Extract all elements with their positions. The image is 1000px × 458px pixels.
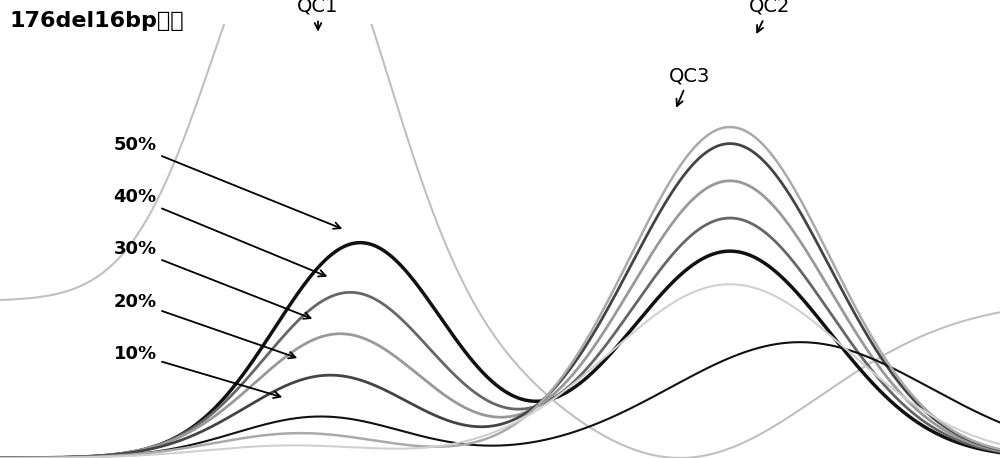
Text: QC3: QC3 bbox=[669, 66, 711, 106]
Text: 176del16bp突变: 176del16bp突变 bbox=[10, 11, 185, 31]
Text: 20%: 20% bbox=[113, 293, 295, 358]
Text: 10%: 10% bbox=[113, 345, 280, 398]
Text: 30%: 30% bbox=[113, 240, 311, 319]
Text: 50%: 50% bbox=[113, 136, 341, 229]
Text: QC2: QC2 bbox=[749, 0, 791, 33]
Text: 40%: 40% bbox=[113, 188, 326, 277]
Text: QC1: QC1 bbox=[297, 0, 339, 30]
